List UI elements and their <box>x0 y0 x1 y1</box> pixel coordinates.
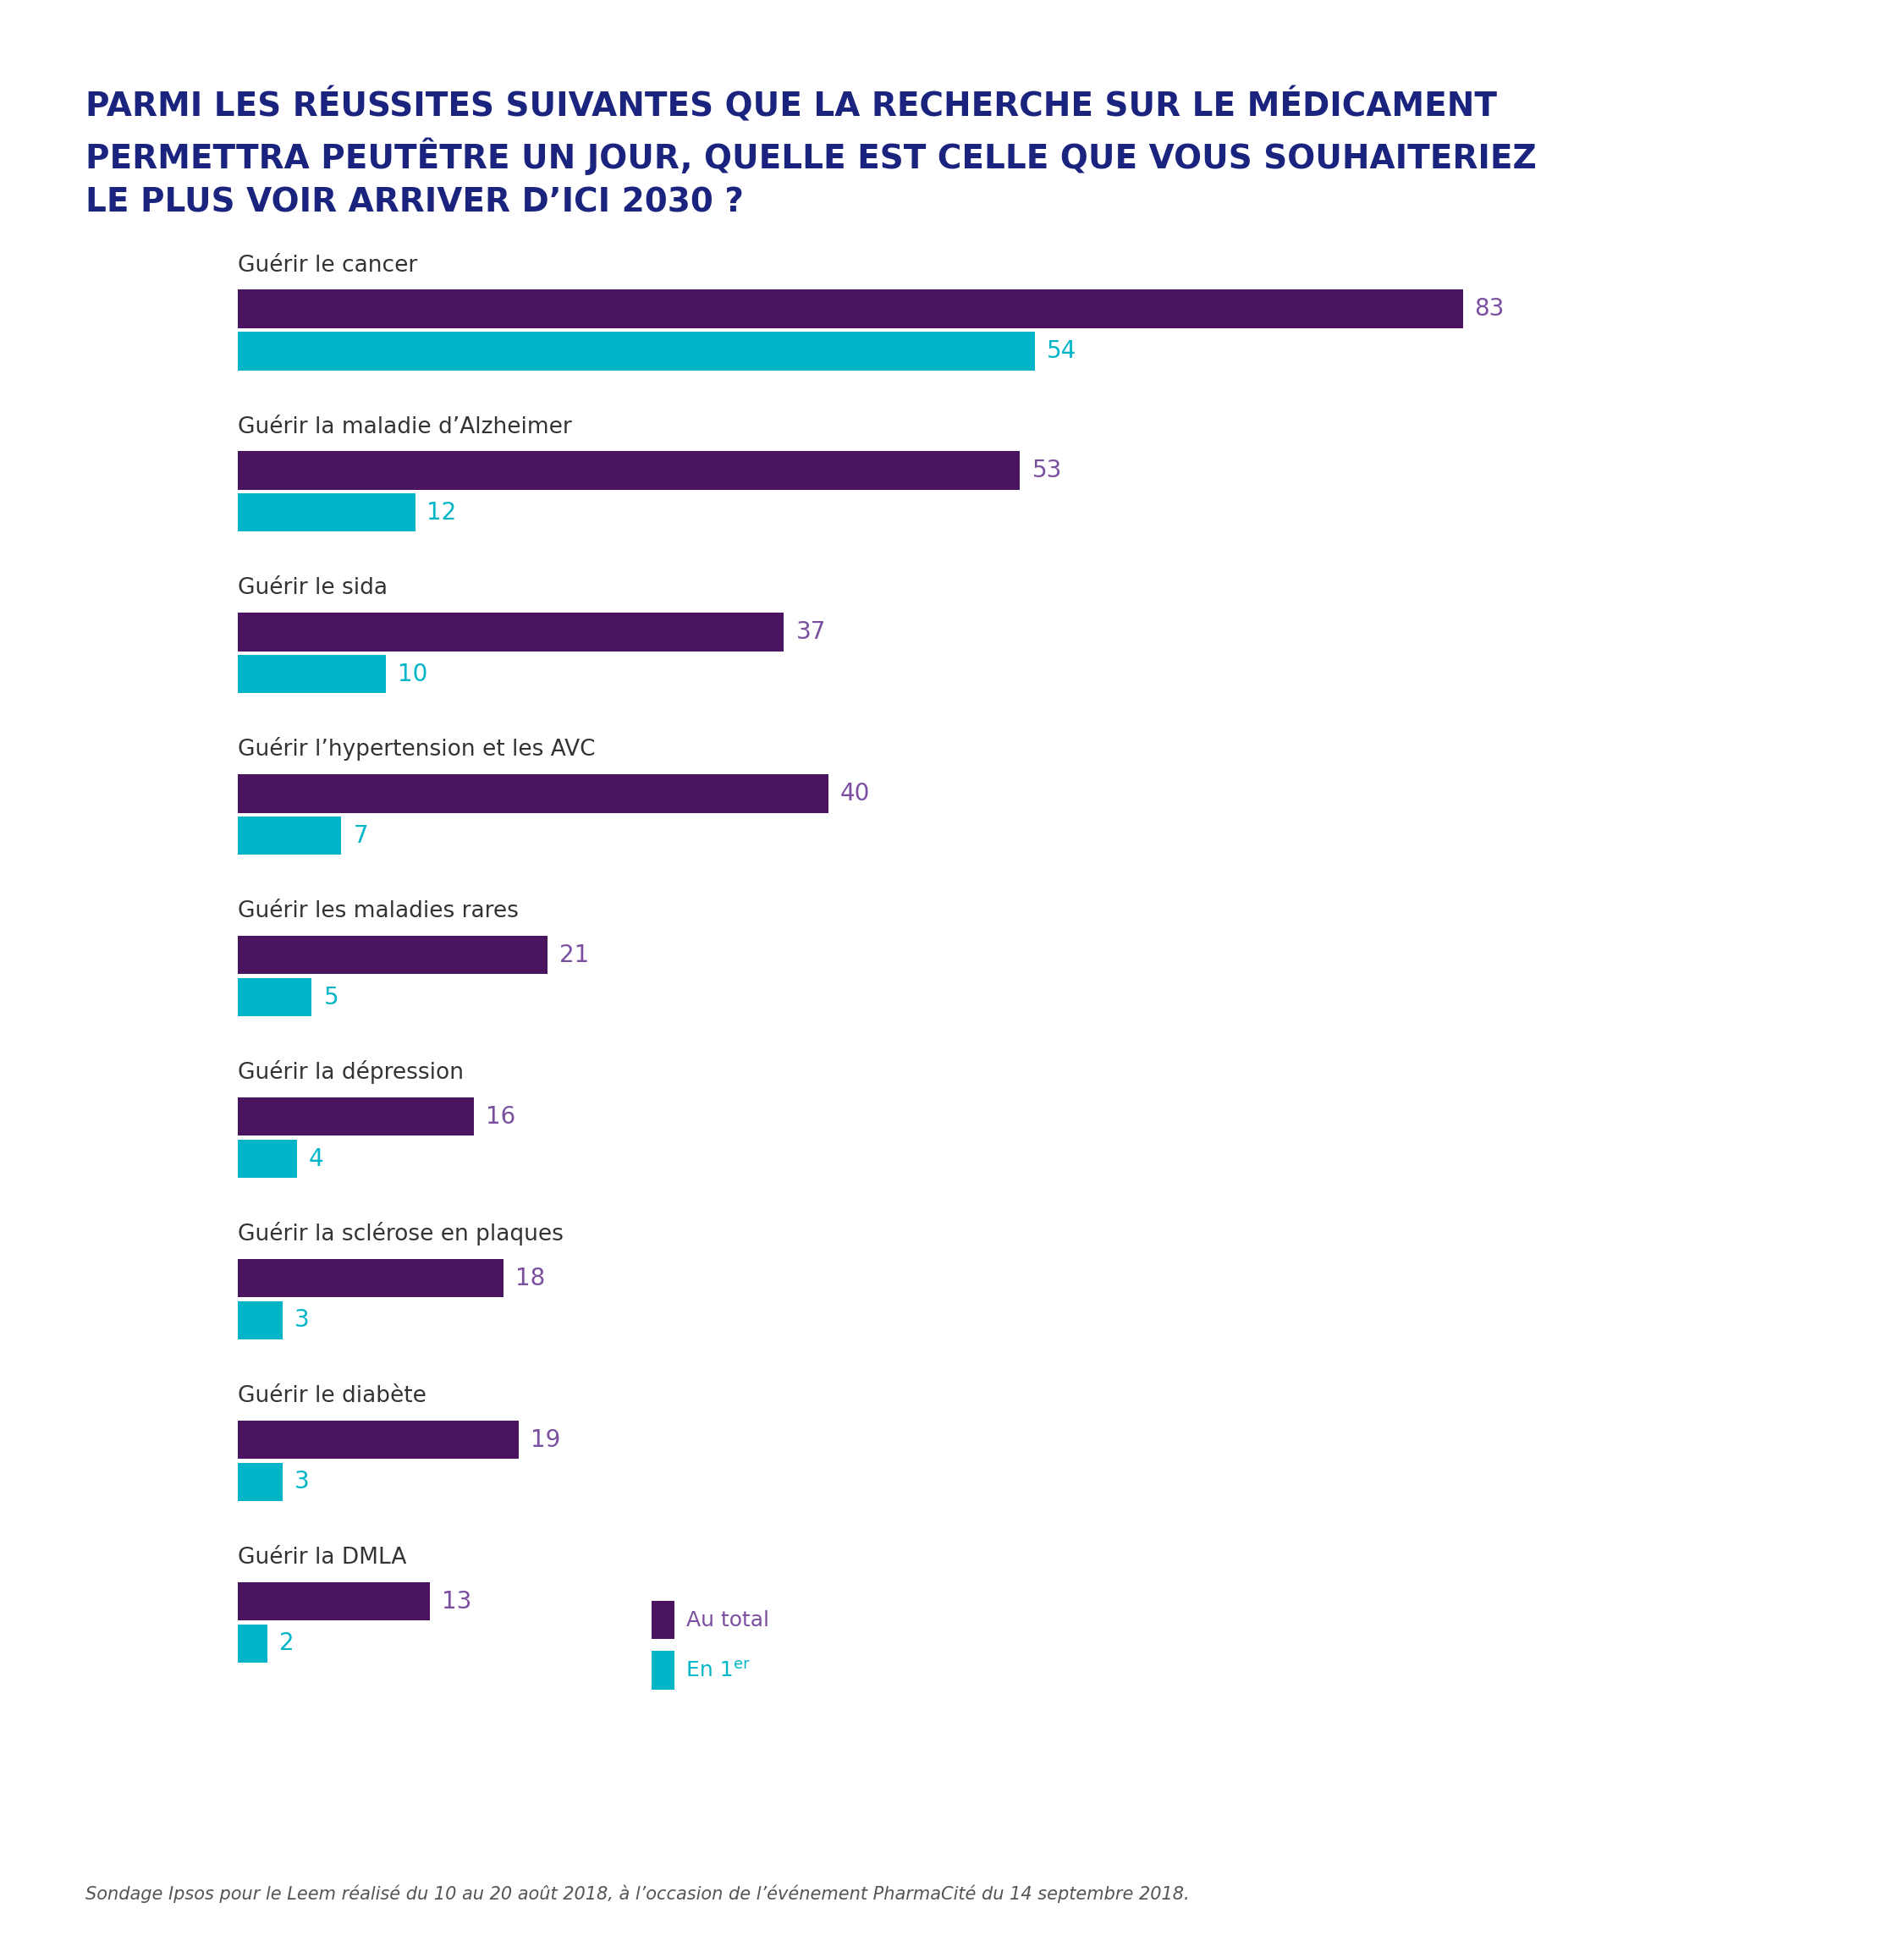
Text: Guérir l’hypertension et les AVC: Guérir l’hypertension et les AVC <box>238 738 596 761</box>
Text: 40: 40 <box>840 781 870 806</box>
Bar <box>238 1259 503 1298</box>
Text: 3: 3 <box>293 1470 308 1493</box>
Bar <box>238 1462 282 1501</box>
Text: Guérir le cancer: Guérir le cancer <box>238 254 417 277</box>
Text: 3: 3 <box>293 1308 308 1331</box>
Bar <box>238 1624 267 1663</box>
Bar <box>238 1421 518 1458</box>
Text: Guérir la dépression: Guérir la dépression <box>238 1060 465 1083</box>
Bar <box>238 775 828 812</box>
Text: 12: 12 <box>426 502 457 525</box>
Text: 10: 10 <box>398 662 426 685</box>
Text: 21: 21 <box>560 943 590 966</box>
Text: 54: 54 <box>1047 340 1076 363</box>
Text: 7: 7 <box>352 824 367 847</box>
Bar <box>238 332 1036 371</box>
Bar <box>238 1097 474 1136</box>
Bar <box>238 816 341 855</box>
Text: 83: 83 <box>1474 297 1504 320</box>
Bar <box>238 1583 430 1620</box>
Bar <box>238 1302 282 1339</box>
Text: Guérir les maladies rares: Guérir les maladies rares <box>238 900 518 923</box>
Text: Au total: Au total <box>687 1610 769 1630</box>
Bar <box>238 935 548 974</box>
Text: En 1: En 1 <box>687 1659 733 1681</box>
Bar <box>238 613 784 652</box>
Bar <box>238 289 1462 328</box>
Text: Sondage Ipsos pour le Leem réalisé du 10 au 20 août 2018, à l’occasion de l’évén: Sondage Ipsos pour le Leem réalisé du 10… <box>86 1886 1190 1903</box>
Text: 16: 16 <box>486 1105 516 1128</box>
Text: 4: 4 <box>308 1148 324 1171</box>
Text: 37: 37 <box>796 621 826 644</box>
Text: 53: 53 <box>1032 459 1062 482</box>
Text: Guérir la maladie d’Alzheimer: Guérir la maladie d’Alzheimer <box>238 416 571 437</box>
Bar <box>238 494 415 531</box>
Text: 19: 19 <box>529 1429 560 1452</box>
Text: Guérir le diabète: Guérir le diabète <box>238 1386 426 1407</box>
Text: 13: 13 <box>442 1589 472 1612</box>
Text: 2: 2 <box>280 1632 295 1655</box>
Bar <box>238 1140 297 1177</box>
Bar <box>651 1601 674 1640</box>
Text: Guérir le sida: Guérir le sida <box>238 578 388 599</box>
Text: Guérir la DMLA: Guérir la DMLA <box>238 1546 407 1569</box>
Text: Guérir la sclérose en plaques: Guérir la sclérose en plaques <box>238 1222 564 1245</box>
Text: 18: 18 <box>516 1267 545 1290</box>
Text: PARMI LES RÉUSSITES SUIVANTES QUE LA RECHERCHE SUR LE MÉDICAMENT
PERMETTRA PEUTÊ: PARMI LES RÉUSSITES SUIVANTES QUE LA REC… <box>86 88 1537 219</box>
Bar <box>238 656 385 693</box>
Bar <box>238 978 312 1017</box>
Bar <box>651 1651 674 1688</box>
Text: 5: 5 <box>324 986 339 1009</box>
Bar <box>238 451 1021 490</box>
Text: er: er <box>733 1657 750 1673</box>
